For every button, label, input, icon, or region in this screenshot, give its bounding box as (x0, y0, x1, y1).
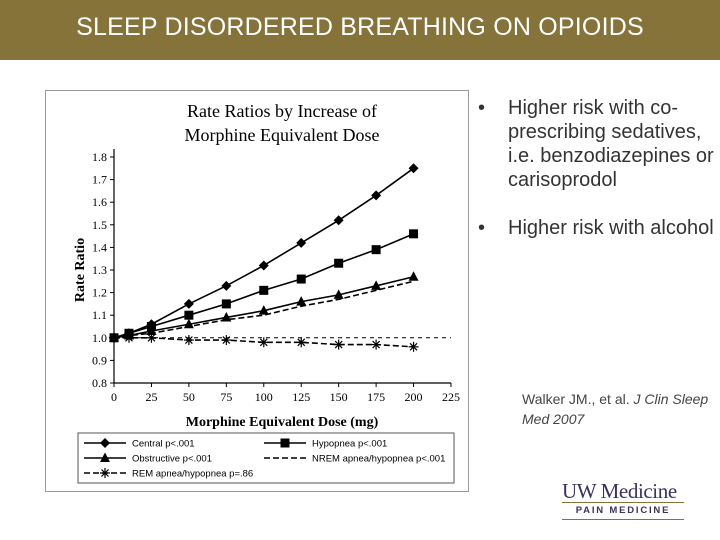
page-title: SLEEP DISORDERED BREATHING ON OPIOIDS (76, 13, 644, 41)
x-tick-label: 125 (292, 390, 310, 404)
series-1-point (184, 310, 194, 320)
legend-marker-0 (100, 438, 110, 448)
y-tick-label: 0.8 (92, 376, 107, 390)
bullet-item: • Higher risk with co-prescribing sedati… (478, 96, 718, 192)
x-tick-label: 175 (367, 390, 385, 404)
rate-ratio-chart: 0.8 0.9 1.0 1.1 1.2 1.3 1.4 1.5 1.6 1.7 1.8 0 25 50 75… (73, 101, 460, 484)
series-1-point (221, 299, 231, 309)
series-0-point (333, 215, 344, 226)
series-4-point (123, 332, 134, 343)
series-2-point (221, 311, 232, 322)
x-axis-label: Morphine Equivalent Dose (mg) (186, 415, 379, 430)
x-tick-label: 25 (145, 390, 157, 404)
legend-marker-2 (100, 452, 110, 462)
series-2-point (183, 318, 194, 329)
series-0-point (221, 280, 232, 291)
series-1-point (296, 274, 306, 284)
series-1-point (334, 258, 344, 268)
x-tick-label: 50 (183, 390, 195, 404)
series-2-point (371, 280, 382, 290)
chart-panel: 0.8 0.9 1.0 1.1 1.2 1.3 1.4 1.5 1.6 1.7 1.8 0 25 50 75… (64, 91, 468, 491)
series-4-point (146, 332, 157, 343)
legend-marker-1 (280, 438, 290, 448)
series-line-0 (113, 167, 415, 339)
uw-medicine-logo: UW Medicine (562, 479, 677, 503)
series-4-point (371, 339, 382, 350)
series-2-point (333, 289, 344, 299)
series-2-point (408, 271, 419, 281)
series-0-point (408, 163, 419, 174)
series-2-point (258, 305, 269, 315)
bullet-text: Higher risk with co-prescribing sedative… (508, 97, 714, 191)
series-4-point (183, 335, 194, 346)
logo-subtitle: PAIN MEDICINE (575, 505, 671, 516)
series-4-point (221, 335, 232, 346)
x-tick-label: 200 (405, 390, 423, 404)
bullet-item: • Higher risk with alcohol (478, 216, 718, 240)
legend-label-3: NREM apnea/hypopnea p<.001 (312, 454, 445, 465)
y-tick-label: 1.2 (92, 286, 107, 300)
y-tick-label: 1.1 (92, 308, 107, 322)
x-tick-label: 100 (255, 390, 273, 404)
chart-figure: 0.8 0.9 1.0 1.1 1.2 1.3 1.4 1.5 1.6 1.7 1.8 0 25 50 75… (45, 90, 469, 492)
y-tick-label: 1.8 (92, 150, 107, 164)
bullet-text: Higher risk with alcohol (508, 217, 714, 239)
series-0-point (296, 237, 307, 248)
x-tick-label: 75 (220, 390, 232, 404)
legend-marker-4 (100, 468, 110, 478)
chart-title-line1: Rate Ratios by Increase of (187, 101, 377, 121)
y-tick-label: 1.0 (92, 331, 107, 345)
chart-title-line2: Morphine Equivalent Dose (185, 125, 380, 145)
series-line-2 (113, 276, 414, 339)
y-tick-label: 1.6 (92, 195, 107, 209)
series-2-point (296, 296, 307, 306)
legend-label-0: Central p<.001 (132, 439, 195, 450)
logo-divider (562, 519, 684, 520)
y-tick-label: 1.5 (92, 218, 107, 232)
series-4-point (109, 332, 119, 343)
series-line-3 (113, 280, 414, 339)
series-0-point (258, 260, 269, 271)
x-tick-label: 0 (111, 390, 117, 404)
series-4-point (408, 341, 419, 352)
series-1-point (371, 245, 381, 255)
citation-authors: Walker JM., et al. (522, 391, 630, 407)
legend-label-4: REM apnea/hypopnea p=.86 (132, 469, 253, 480)
series-4-point (296, 337, 307, 348)
citation-journal: J Clin Sleep Med 2007 (522, 391, 709, 427)
y-tick-label: 1.4 (92, 240, 107, 254)
x-tick-label: 225 (442, 390, 460, 404)
y-axis-label: Rate Ratio (73, 238, 88, 302)
series-1-point (259, 285, 269, 295)
y-tick-label: 0.9 (92, 353, 107, 367)
bullet-list: • Higher risk with co-prescribing sedati… (478, 96, 718, 264)
x-tick-label: 150 (330, 390, 348, 404)
y-tick-label: 1.7 (92, 173, 107, 187)
series-line-4 (114, 337, 414, 348)
series-line-1 (113, 233, 414, 339)
series-4-point (258, 337, 269, 348)
citation: Walker JM., et al. J Clin Sleep Med 2007 (522, 389, 712, 429)
plot-area (114, 157, 451, 383)
y-tick-label: 1.3 (92, 263, 107, 277)
bullet-marker: • (478, 217, 486, 239)
series-0-point (183, 298, 194, 309)
bullet-marker: • (478, 97, 486, 119)
legend-label-2: Obstructive p<.001 (132, 454, 212, 465)
legend-label-1: Hypopnea p<.001 (312, 439, 387, 450)
header-bar: SLEEP DISORDERED BREATHING ON OPIOIDS (0, 0, 720, 60)
logo-divider (562, 502, 684, 503)
series-1-point (409, 229, 419, 239)
series-0-point (371, 190, 382, 201)
series-4-point (333, 339, 344, 350)
